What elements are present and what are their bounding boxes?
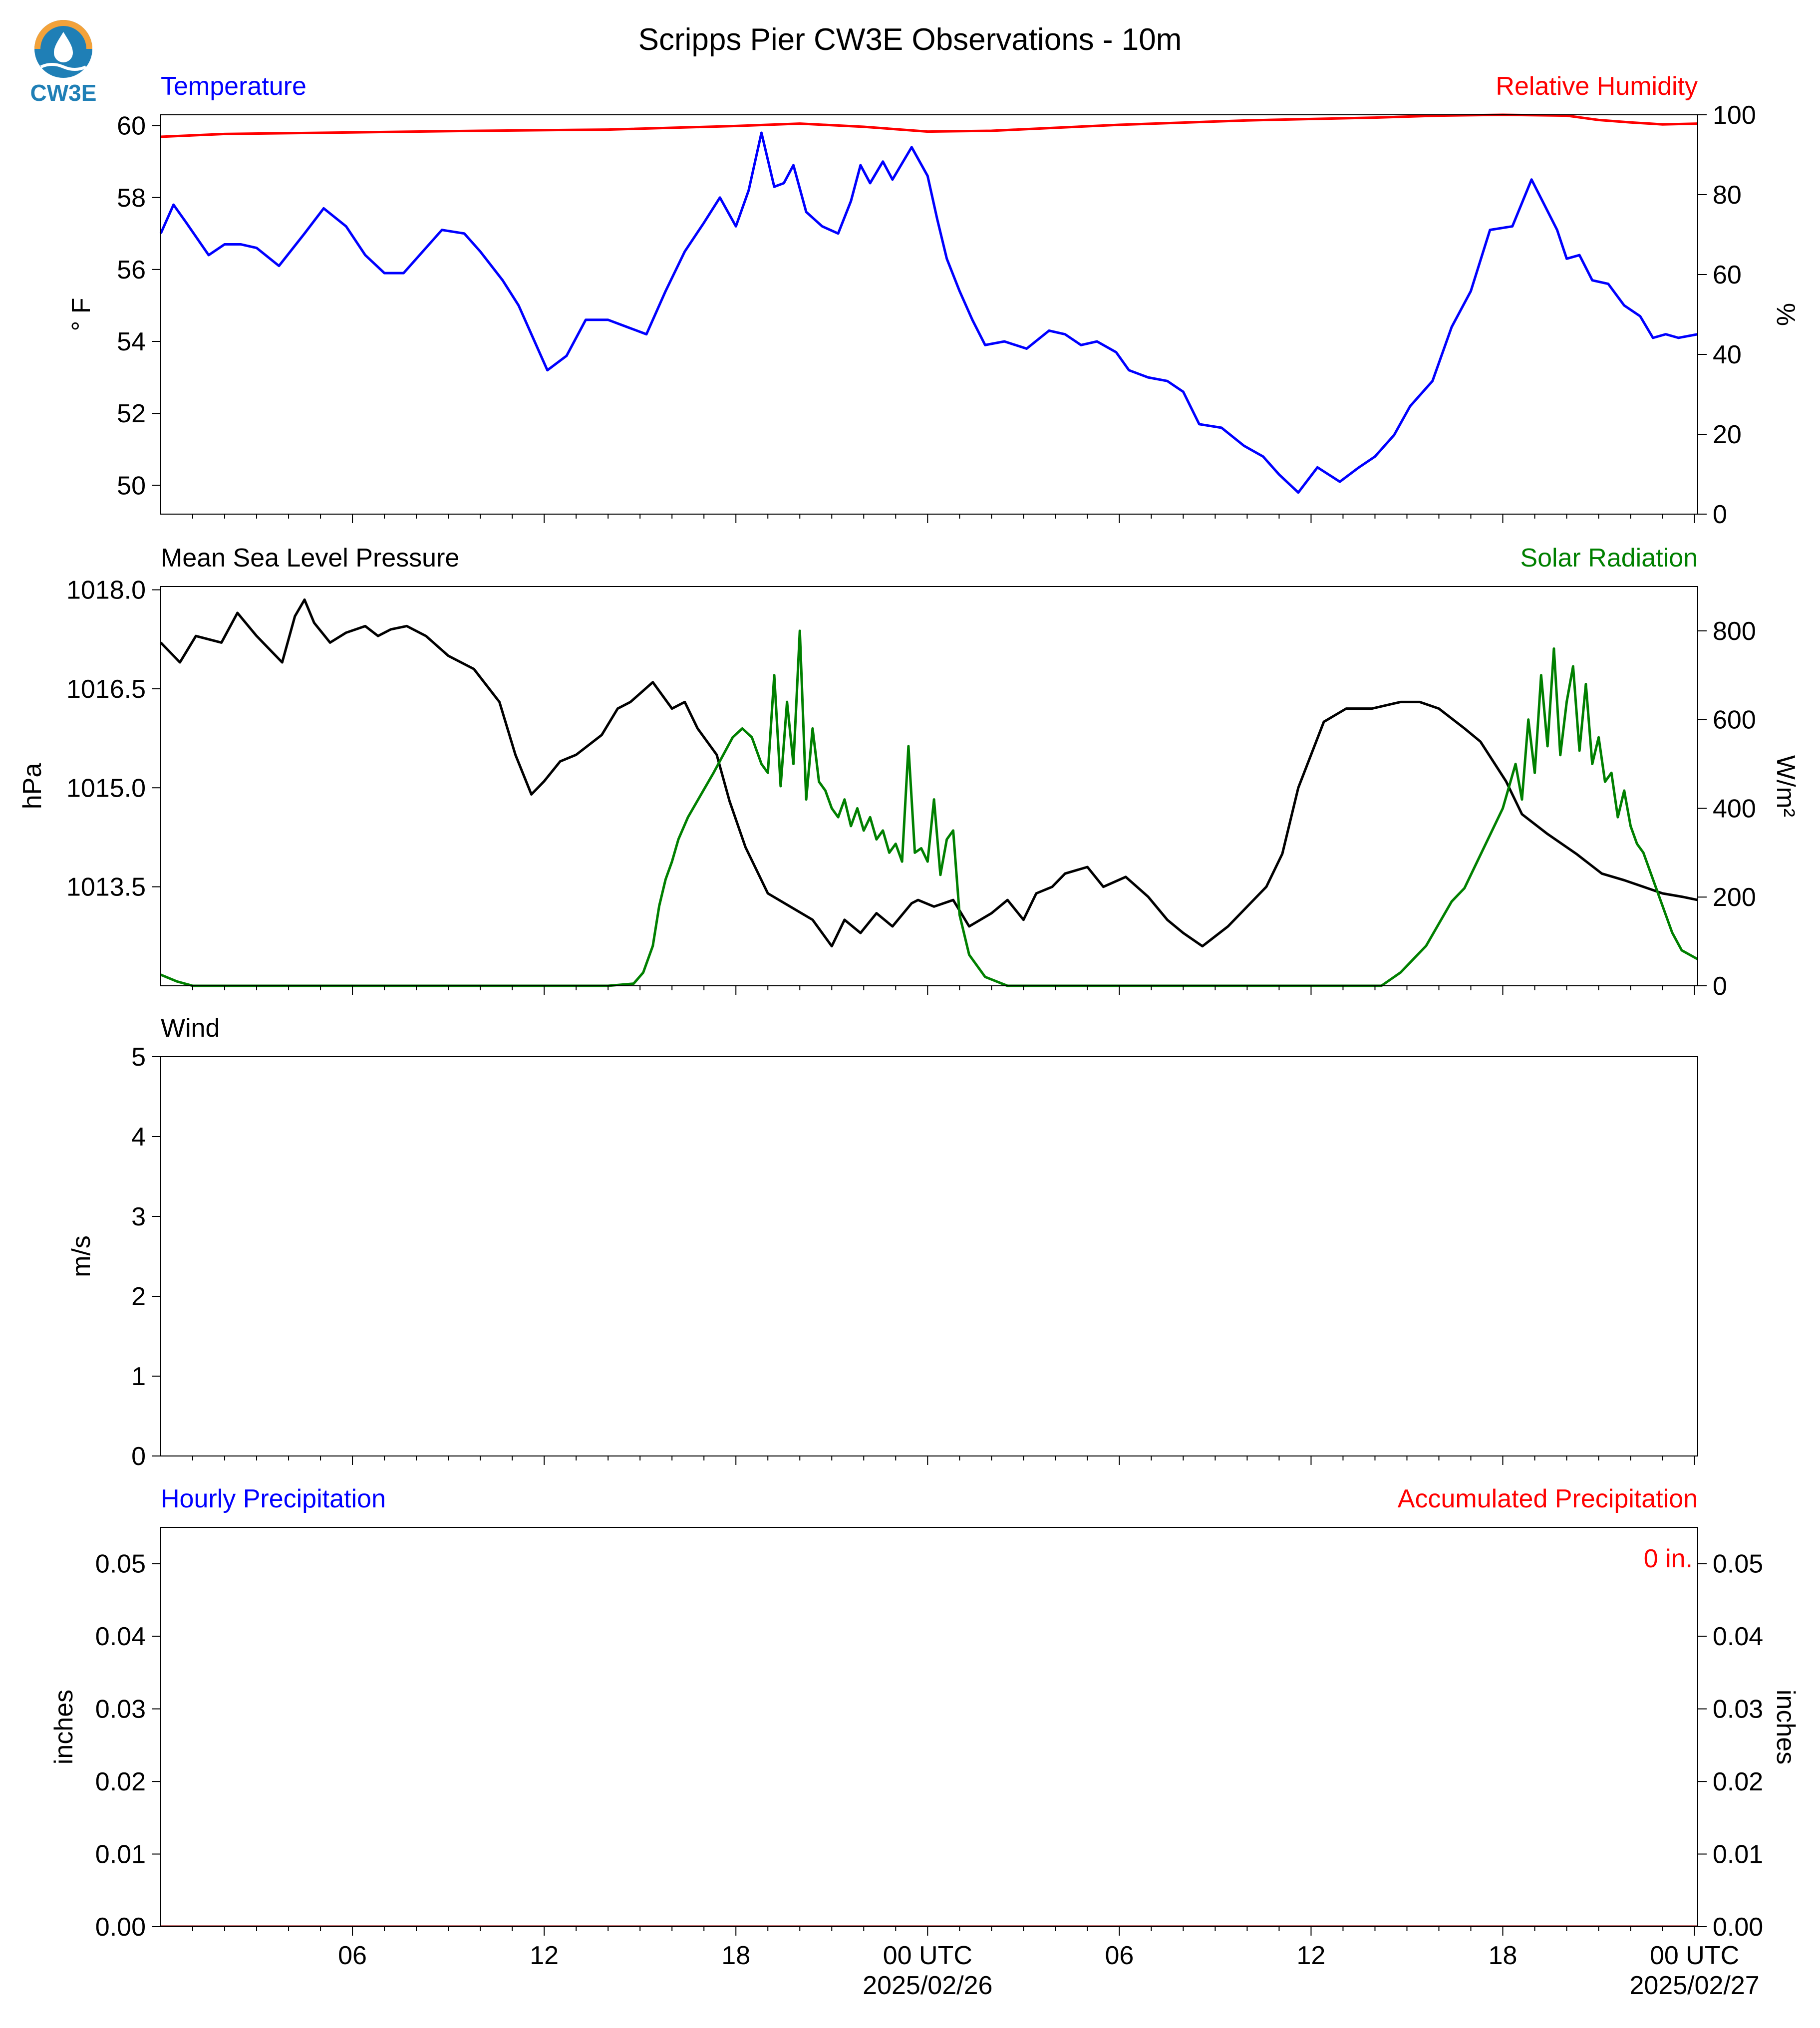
y-axis-label-right: W/m² bbox=[1771, 755, 1800, 817]
y-tick-label-right: 800 bbox=[1713, 617, 1756, 646]
y-tick-label-right: 100 bbox=[1713, 101, 1756, 130]
y-tick-label-left: 52 bbox=[117, 399, 146, 428]
y-tick-label-right: 20 bbox=[1713, 420, 1742, 449]
accumulated-total-annotation: 0 in. bbox=[1644, 1544, 1693, 1573]
y-tick-label-left: 0.05 bbox=[95, 1550, 146, 1579]
y-tick-label-right: 0.02 bbox=[1713, 1767, 1763, 1796]
y-tick-label-left: 56 bbox=[117, 256, 146, 285]
x-date-label: 2025/02/27 bbox=[1629, 1971, 1759, 2000]
cw3e-logo: CW3E bbox=[26, 15, 101, 106]
y-tick-label-left: 0.03 bbox=[95, 1695, 146, 1724]
y-tick-label-left: 0.01 bbox=[95, 1840, 146, 1869]
y-tick-label-right: 0.04 bbox=[1713, 1622, 1763, 1651]
x-tick-label: 00 UTC bbox=[1650, 1941, 1739, 1970]
y-axis-label-right: inches bbox=[1771, 1690, 1800, 1764]
panel-precip: 0.00 0.01 0.02 0.03 0.04 0.05 0.00 0.01 0.02 0.03… bbox=[49, 1484, 1800, 2000]
y-tick-label-left: 1015.0 bbox=[66, 774, 146, 803]
y-tick-label-right: 80 bbox=[1713, 181, 1742, 210]
y-tick-label-left: 0 bbox=[131, 1442, 146, 1471]
x-tick-label: 00 UTC bbox=[883, 1941, 972, 1970]
y-axis-label-left: hPa bbox=[18, 763, 47, 810]
y-tick-label-left: 1018.0 bbox=[66, 576, 146, 605]
x-tick-label: 18 bbox=[721, 1941, 750, 1970]
y-tick-label-left: 1016.5 bbox=[66, 675, 146, 704]
y-tick-label-left: 1013.5 bbox=[66, 873, 146, 902]
y-tick-label-left: 1 bbox=[131, 1362, 146, 1391]
y-tick-label-left: 50 bbox=[117, 471, 146, 500]
logo-waves bbox=[40, 63, 87, 71]
plot-frame bbox=[160, 1056, 1698, 1456]
panel-title-left: Mean Sea Level Pressure bbox=[161, 544, 459, 573]
y-axis-label-left: ° F bbox=[67, 297, 96, 331]
y-tick-label-left: 58 bbox=[117, 184, 146, 213]
panel-wind: 0 1 2 3 4 5 Wind m/s bbox=[67, 1014, 1698, 1471]
plot-frame bbox=[160, 586, 1698, 986]
y-tick-label-right: 40 bbox=[1713, 340, 1742, 369]
series-mean-sea-level-pressure bbox=[160, 598, 1698, 948]
plot-frame bbox=[160, 114, 1698, 515]
series-temperature bbox=[159, 131, 1698, 494]
y-tick-label-left: 60 bbox=[117, 112, 146, 141]
x-tick-label: 12 bbox=[1297, 1941, 1326, 1970]
panel-title-left: Wind bbox=[161, 1014, 220, 1043]
y-axis-label-right: % bbox=[1771, 303, 1800, 326]
panel-title-left: Hourly Precipitation bbox=[161, 1484, 386, 1513]
y-tick-label-right: 0.01 bbox=[1713, 1840, 1763, 1869]
series-relative-humidity bbox=[160, 113, 1698, 138]
y-tick-label-right: 600 bbox=[1713, 706, 1756, 735]
x-date-label: 2025/02/26 bbox=[863, 1971, 992, 2000]
y-tick-label-left: 5 bbox=[131, 1043, 146, 1072]
logo-text: CW3E bbox=[30, 80, 97, 105]
logo-drop bbox=[54, 32, 73, 62]
logo-ring bbox=[34, 20, 92, 49]
y-tick-label-right: 400 bbox=[1713, 794, 1756, 823]
y-tick-label-right: 60 bbox=[1713, 261, 1742, 290]
y-axis-label-left: m/s bbox=[67, 1235, 96, 1277]
y-tick-label-left: 2 bbox=[131, 1282, 146, 1311]
panel-temp_rh: 50 52 54 56 58 60 0 20 40 60 80 100 Temperature Relat… bbox=[67, 72, 1800, 529]
y-tick-label-right: 0.05 bbox=[1713, 1550, 1763, 1579]
y-tick-label-left: 0.02 bbox=[95, 1767, 146, 1796]
y-tick-label-left: 0.04 bbox=[95, 1622, 146, 1651]
y-tick-label-right: 0 bbox=[1713, 972, 1727, 1001]
y-tick-label-left: 54 bbox=[117, 327, 146, 356]
y-axis-label-left: inches bbox=[49, 1690, 78, 1764]
x-tick-label: 06 bbox=[338, 1941, 367, 1970]
y-tick-label-right: 200 bbox=[1713, 883, 1756, 912]
y-tick-label-left: 3 bbox=[131, 1202, 146, 1231]
panel-title-right: Solar Radiation bbox=[1520, 544, 1698, 573]
y-tick-label-left: 4 bbox=[131, 1123, 146, 1152]
panel-pressure_solar: 1013.5 1015.0 1016.5 1018.0 0 200 400 600 800 Mea… bbox=[18, 544, 1800, 1001]
x-tick-label: 06 bbox=[1105, 1941, 1134, 1970]
series-solar-radiation bbox=[160, 629, 1699, 987]
x-tick-label: 18 bbox=[1489, 1941, 1517, 1970]
y-tick-label-right: 0.00 bbox=[1713, 1913, 1763, 1942]
panel-title-right: Accumulated Precipitation bbox=[1398, 1484, 1698, 1513]
plot-frame bbox=[160, 1527, 1698, 1927]
panel-title-left: Temperature bbox=[161, 72, 306, 101]
y-tick-label-left: 0.00 bbox=[95, 1913, 146, 1942]
x-tick-label: 12 bbox=[530, 1941, 559, 1970]
panel-title-right: Relative Humidity bbox=[1496, 72, 1698, 101]
figure-title: Scripps Pier CW3E Observations - 10m bbox=[638, 22, 1182, 57]
y-tick-label-right: 0 bbox=[1713, 500, 1727, 529]
y-tick-label-right: 0.03 bbox=[1713, 1695, 1763, 1724]
